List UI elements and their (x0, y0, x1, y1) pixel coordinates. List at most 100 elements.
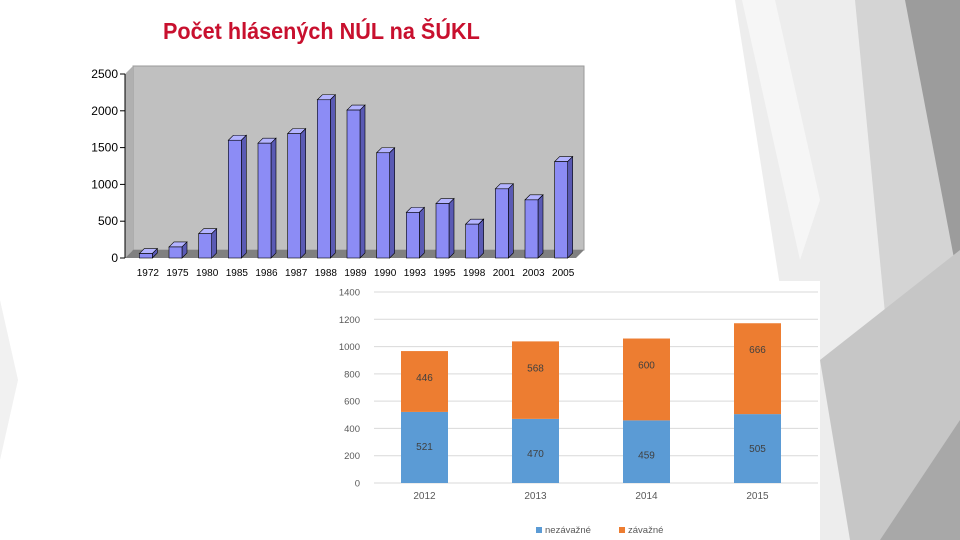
chart1-bar-front (198, 233, 212, 259)
chart2-xtick-label: 2013 (524, 491, 547, 502)
chart2-bar-segment-zavazne (623, 338, 670, 421)
chart1-bar-side (300, 127, 306, 259)
chart1-xtick-label: 1998 (463, 268, 486, 279)
chart2-data-label: 521 (416, 442, 433, 453)
chart2-legend-swatch (536, 527, 542, 533)
chart1-bar (257, 137, 277, 259)
chart2-ytick-label: 800 (344, 369, 360, 380)
chart1-xtick-label: 1980 (196, 268, 219, 279)
chart1-bar-side (359, 104, 366, 259)
chart1-bar-front (139, 253, 153, 259)
chart2-data-label: 568 (527, 363, 544, 374)
chart1-bar-side (448, 197, 455, 259)
chart1-bar-front (495, 188, 509, 259)
chart1-bar (464, 218, 485, 259)
chart2-bar-segment-zavazne (734, 323, 781, 415)
chart1-bar-front (435, 203, 450, 259)
chart1-bar (316, 94, 337, 259)
chart1-xtick-label: 1989 (344, 268, 367, 279)
chart1-ytick-label: 2000 (91, 104, 118, 118)
chart2-ytick-label: 200 (344, 451, 360, 462)
chart2-ytick-label: 1400 (339, 288, 360, 299)
chart1-bar-front (346, 109, 361, 259)
chart1-bar-side (270, 137, 277, 259)
chart1-bar-front (554, 161, 568, 259)
chart2-bar-segment-zavazne (512, 341, 559, 419)
chart1-ytick-label: 1500 (91, 141, 118, 155)
chart1-bar-side (419, 206, 425, 259)
chart2-data-label: 459 (638, 450, 655, 461)
chart1-bar-front (465, 223, 479, 259)
chart2-data-label: 505 (749, 444, 766, 455)
chart2-data-label: 446 (416, 373, 433, 384)
bg-shape-left-edge (0, 300, 18, 460)
chart1-xtick-label: 1988 (315, 268, 338, 279)
chart1-bar (227, 134, 248, 259)
chart2-bar-segment-nezavazne (623, 420, 670, 483)
chart1-bar-side (508, 183, 514, 259)
chart1-bar-side (537, 194, 544, 259)
chart2-bar-segment-nezavazne (401, 411, 448, 483)
chart1-bar (494, 183, 515, 259)
chart1-side-wall (125, 66, 133, 258)
chart2-ytick-label: 1000 (339, 342, 360, 353)
bg-shape-lower (820, 250, 960, 540)
chart1-ytick-label: 0 (111, 251, 118, 265)
chart1-ytick-label: 1000 (91, 177, 118, 191)
chart2-ytick-label: 0 (355, 479, 360, 490)
chart1-xtick-label: 2003 (522, 268, 545, 279)
chart1-xtick-label: 1975 (166, 268, 189, 279)
chart2-bar-segment-nezavazne (512, 418, 559, 483)
chart2-legend-label: nezávažné (545, 525, 591, 536)
slide-title: Počet hlásených NÚL na ŠÚKL (163, 18, 480, 44)
chart-3d-column: 0 500 1000 1500 2000 2500 1972 1975 1980 1985 198… (91, 65, 585, 279)
chart1-xtick-label: 1972 (137, 268, 160, 279)
chart1-xtick-label: 1987 (285, 268, 308, 279)
chart1-bar-front (287, 133, 301, 259)
chart1-bar-side (330, 94, 336, 259)
bg-shape-light-strip (742, 0, 820, 260)
chart1-bar-front (228, 139, 242, 259)
chart-stacked-column: 0 200 400 600 800 1000 1200 1400 521 446 470 568 45… (339, 288, 818, 536)
chart1-xtick-label: 1993 (404, 268, 427, 279)
bg-shape-lower-dark (880, 420, 960, 540)
chart1-xtick-label: 2001 (493, 268, 516, 279)
chart1-bar-front (406, 212, 420, 259)
chart1-bar-side (567, 155, 573, 259)
chart1-bar-front (376, 152, 390, 259)
chart1-bar-side (211, 227, 217, 259)
chart1-bar (435, 197, 455, 259)
chart1-bar-side (241, 134, 247, 259)
chart2-legend-swatch (619, 527, 625, 533)
chart1-ytick-label: 2500 (91, 67, 118, 81)
chart1-bar-front (317, 99, 331, 259)
chart1-bar-front (524, 199, 539, 259)
chart1-bar (524, 194, 544, 259)
chart1-bar (553, 155, 574, 259)
chart2-legend-label: závažné (628, 525, 663, 536)
chart1-xtick-label: 1995 (433, 268, 456, 279)
chart1-bar (197, 227, 218, 259)
chart1-bar (375, 147, 396, 259)
chart1-bar-side (478, 218, 484, 259)
chart-stacked-panel: 0 200 400 600 800 1000 1200 1400 521 446 470 568 45… (330, 281, 820, 540)
chart2-xtick-label: 2012 (413, 491, 436, 502)
chart2-bar-segment-nezavazne (734, 414, 781, 483)
chart1-xtick-label: 1990 (374, 268, 397, 279)
chart1-bar (138, 247, 159, 259)
chart1-bar (405, 206, 426, 259)
chart1-xtick-label: 1986 (255, 268, 278, 279)
chart2-ytick-label: 400 (344, 424, 360, 435)
chart2-bar-segment-zavazne (401, 351, 448, 412)
chart1-bar (346, 104, 366, 259)
chart1-xtick-label: 2005 (552, 268, 575, 279)
chart2-xtick-label: 2015 (746, 491, 769, 502)
chart1-bar-side (389, 147, 395, 259)
chart2-ytick-label: 1200 (339, 315, 360, 326)
chart2-xtick-label: 2014 (635, 491, 658, 502)
chart2-ytick-label: 600 (344, 397, 360, 408)
chart1-xtick-label: 1985 (226, 268, 249, 279)
chart1-bar (286, 127, 307, 259)
chart1-bar (168, 241, 188, 259)
